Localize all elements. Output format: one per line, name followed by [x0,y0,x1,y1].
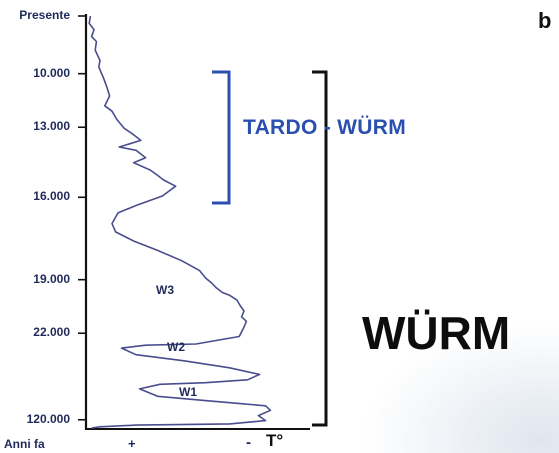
y-tick-label: 13.000 [33,119,70,134]
wurm-label: WÜRM [362,307,511,359]
x-tick-minus: - [246,434,251,451]
y-tick-label: 120.000 [26,411,70,426]
y-tick-label: 10.000 [33,65,70,80]
x-axis-label: T° [266,431,284,450]
y-tick-label: Presente [19,8,70,22]
y-tick-label: 16.000 [33,189,70,204]
wurm-bracket [312,70,328,427]
y-axis-label: Anni fa [4,437,45,451]
stage-label-w3: W3 [156,283,174,297]
tardo-wurm-bracket [212,70,231,205]
stage-label-w1: W1 [179,385,197,399]
temperature-curve [88,15,272,429]
stage-label-w2: W2 [167,340,185,354]
y-tick-label: 22.000 [33,325,70,340]
tardo-wurm-label: TARDO - WÜRM [243,116,407,139]
panel-letter: b [538,8,552,33]
x-tick-plus: + [128,436,136,451]
y-tick-label: 19.000 [33,271,70,286]
